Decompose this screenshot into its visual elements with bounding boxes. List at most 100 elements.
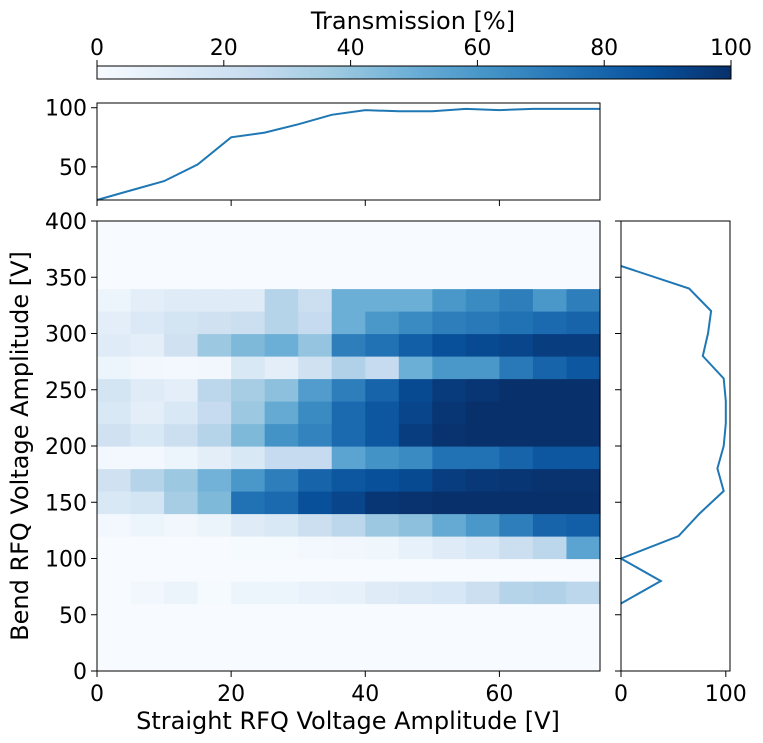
heatmap-cell: [532, 513, 568, 537]
heatmap-cell: [398, 536, 433, 560]
heatmap-cell: [465, 288, 500, 312]
heatmap-cell: [97, 603, 132, 627]
heatmap-cell: [231, 558, 266, 582]
heatmap-cell: [197, 536, 232, 560]
heatmap-cell: [532, 446, 568, 470]
heatmap-cell: [264, 468, 299, 492]
heatmap-cell: [97, 468, 132, 492]
heatmap-cell: [97, 333, 132, 357]
heatmap-cell: [365, 221, 400, 245]
top-marginal-chart: 50 100: [45, 97, 601, 206]
heatmap-cell: [164, 536, 199, 560]
heatmap-cell: [231, 356, 266, 380]
heatmap-cell: [130, 356, 165, 380]
heatmap-cell: [264, 513, 299, 537]
heatmap-cell: [365, 311, 400, 335]
heatmap-cell: [164, 311, 199, 335]
heatmap-cell: [566, 446, 601, 470]
heatmap-cell: [398, 288, 433, 312]
heatmap-cell: [264, 356, 299, 380]
heatmap-cell: [365, 536, 400, 560]
heatmap-cell: [398, 648, 433, 672]
heatmap-cell: [432, 536, 467, 560]
heatmap-cell: [365, 468, 400, 492]
heatmap-cell: [97, 288, 132, 312]
heatmap-cell: [97, 558, 132, 582]
heatmap-cell: [465, 558, 500, 582]
heatmap-cell: [365, 446, 400, 470]
heatmap-cell: [432, 221, 467, 245]
heatmap-cell: [130, 581, 165, 605]
heatmap-cell: [130, 378, 165, 402]
top-marginal-line: [96, 107, 600, 201]
heatmap-cell: [398, 333, 433, 357]
heatmap-cell: [465, 378, 500, 402]
colorbar-tick-label: 40: [337, 36, 365, 61]
heatmap-cell: [365, 288, 400, 312]
heatmap-cell: [264, 491, 299, 515]
heatmap-cell: [566, 491, 601, 515]
heatmap-cell: [499, 423, 534, 447]
colorbar-tick-label: 100: [710, 36, 752, 61]
heatmap-y-tick-label: 250: [45, 379, 87, 404]
heatmap-cell: [566, 266, 601, 290]
heatmap-cell: [432, 401, 467, 425]
heatmap-cell: [499, 356, 534, 380]
heatmap-cell: [432, 491, 467, 515]
heatmap-cell: [97, 423, 132, 447]
heatmap-cell: [130, 536, 165, 560]
heatmap-cell: [264, 333, 299, 357]
heatmap-cell: [130, 243, 165, 267]
heatmap-cell: [465, 423, 500, 447]
heatmap-cell: [365, 333, 400, 357]
heatmap-cell: [298, 266, 333, 290]
heatmap-cell: [532, 626, 568, 650]
heatmap-cell: [264, 401, 299, 425]
heatmap-cell: [532, 581, 568, 605]
heatmap-cell: [197, 288, 232, 312]
right-x-tick-label: 100: [705, 682, 747, 707]
heatmap-cell: [532, 491, 568, 515]
heatmap-cell: [365, 401, 400, 425]
heatmap-cell: [398, 558, 433, 582]
top-marginal-content: 50 100: [45, 97, 600, 206]
heatmap-cell: [298, 288, 333, 312]
heatmap-cell: [398, 491, 433, 515]
heatmap-cell: [398, 311, 433, 335]
heatmap-cell: [264, 626, 299, 650]
heatmap-cell: [499, 311, 534, 335]
heatmap-y-label: Bend RFQ Voltage Amplitude [V]: [6, 251, 34, 641]
heatmap-cell: [130, 401, 165, 425]
heatmap-cell: [197, 423, 232, 447]
heatmap-y-tick-label: 100: [45, 548, 87, 573]
heatmap-cell: [231, 491, 266, 515]
right-x-tick-label: 0: [614, 682, 628, 707]
heatmap-cell: [566, 333, 601, 357]
colorbar-tick-label: 0: [90, 36, 104, 61]
heatmap-cell: [465, 266, 500, 290]
heatmap-cell: [130, 221, 165, 245]
heatmap-cell: [164, 423, 199, 447]
heatmap-cell: [532, 423, 568, 447]
colorbar-gradient: [96, 65, 732, 80]
heatmap-cell: [432, 603, 467, 627]
heatmap-cell: [97, 356, 132, 380]
heatmap-cell: [499, 468, 534, 492]
heatmap-cell: [465, 648, 500, 672]
heatmap-cell: [398, 243, 433, 267]
heatmap-cell: [97, 221, 132, 245]
heatmap-cell: [499, 603, 534, 627]
heatmap-cell: [398, 626, 433, 650]
heatmap-cell: [197, 648, 232, 672]
heatmap-y-tick-label: 200: [45, 435, 87, 460]
heatmap-cell: [566, 468, 601, 492]
heatmap-cell: [164, 243, 199, 267]
heatmap-cell: [298, 491, 333, 515]
heatmap-cell: [197, 603, 232, 627]
heatmap-cell: [164, 603, 199, 627]
heatmap-cell: [465, 333, 500, 357]
heatmap-cell: [197, 468, 232, 492]
heatmap-cell: [331, 266, 366, 290]
heatmap-cell: [130, 311, 165, 335]
